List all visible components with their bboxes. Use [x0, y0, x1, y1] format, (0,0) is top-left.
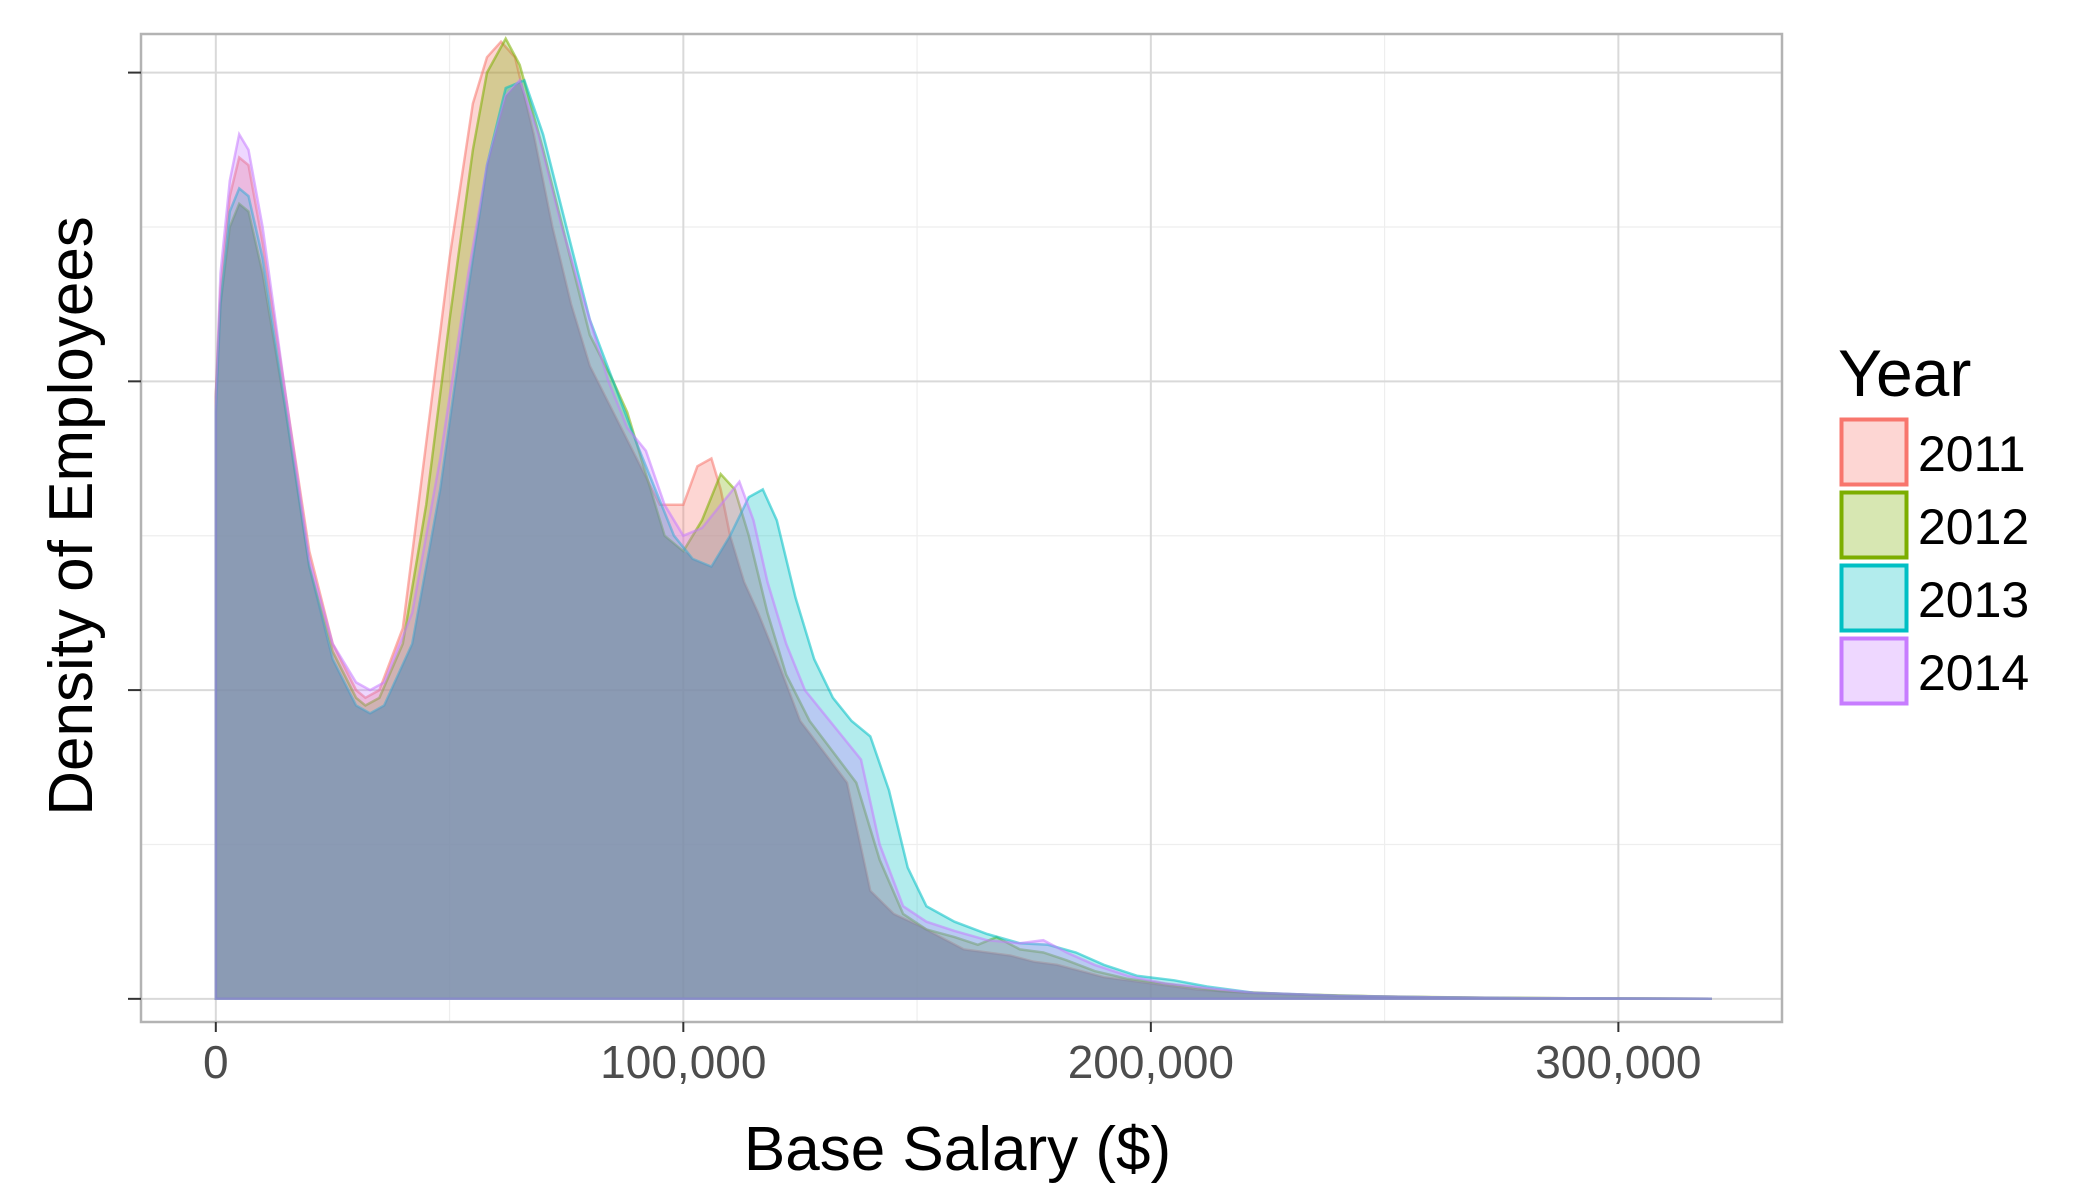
legend-label-2014: 2014	[1918, 645, 2029, 701]
x-tick-label: 200,000	[1068, 1036, 1234, 1088]
density-area-2014	[214, 77, 1712, 1001]
legend-label-2011: 2011	[1918, 426, 2026, 482]
x-tick-label: 0	[203, 1036, 229, 1088]
legend-key-bg-2014	[1840, 637, 1908, 705]
legend: Year 2011 2012 2013 2014	[1838, 336, 2029, 706]
legend-key-2014	[1839, 636, 1909, 706]
plot-panel-border	[139, 32, 1784, 1024]
y-axis-title: Density of Employees	[37, 216, 106, 816]
density-area-2012	[214, 35, 1712, 1001]
density-area-2011	[214, 39, 1712, 1001]
legend-title: Year	[1838, 336, 1971, 410]
legend-key-bg-2013	[1840, 564, 1908, 632]
x-tick-label: 100,000	[600, 1036, 766, 1088]
legend-key-bg-2011	[1840, 418, 1908, 486]
legend-key-2012	[1839, 490, 1909, 560]
legend-label-2012: 2012	[1918, 499, 2029, 555]
overlap-shading	[215, 82, 1712, 999]
legend-items: 2011 2012 2013 2014	[1839, 417, 2029, 706]
x-axis-title: Base Salary ($)	[744, 1115, 1171, 1184]
axes: 0 100,000 200,000 300,000	[128, 71, 1702, 1088]
legend-key-2011	[1839, 417, 1909, 487]
x-tick-label: 300,000	[1535, 1036, 1701, 1088]
legend-key-bg-2012	[1840, 491, 1908, 559]
overlap-area	[215, 82, 1712, 999]
density-area-2013	[214, 78, 1712, 1001]
legend-label-2013: 2013	[1918, 572, 2029, 628]
density-areas	[214, 35, 1712, 1001]
legend-key-2013	[1839, 563, 1909, 633]
